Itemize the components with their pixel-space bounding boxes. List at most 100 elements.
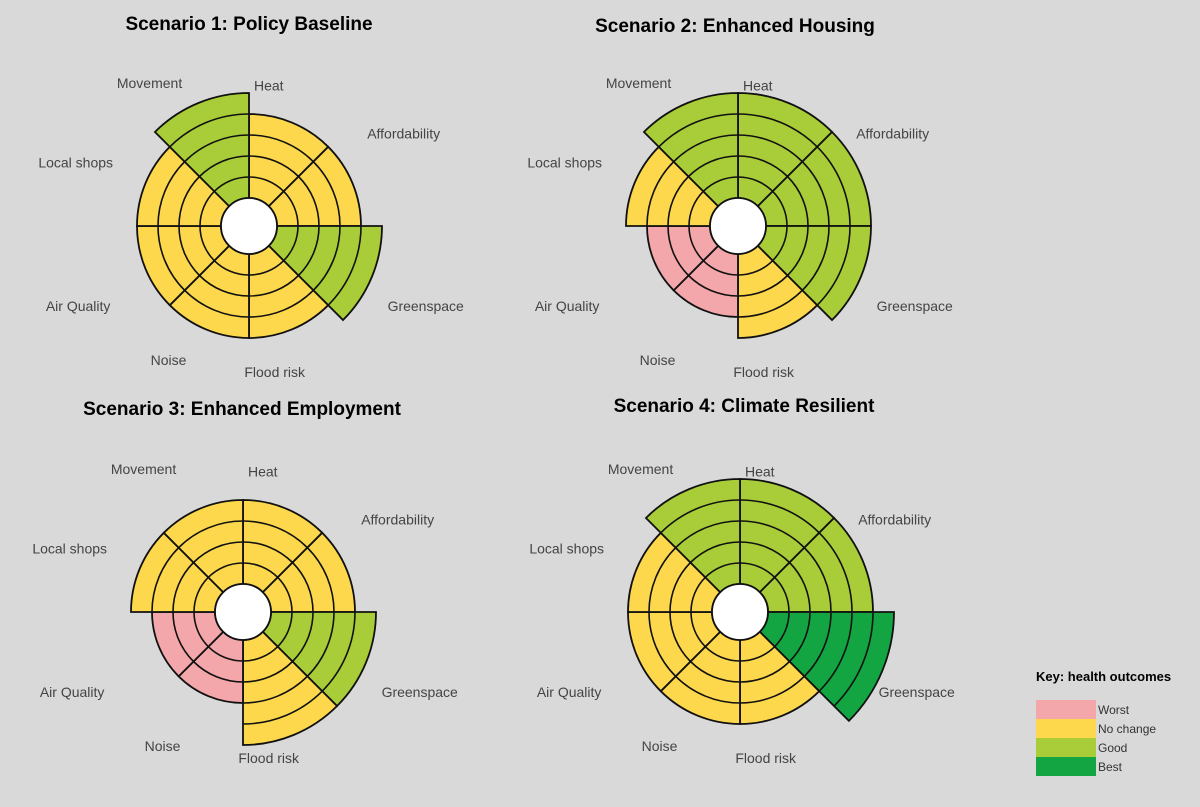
ring-line xyxy=(242,660,294,683)
scenario-panel-1: Scenario 1: Policy Baseline Heat Affordabi… xyxy=(38,14,464,380)
spoke-label-local-shops: Local shops xyxy=(38,155,113,171)
ring-line xyxy=(702,260,739,276)
ring-line xyxy=(312,161,341,227)
spoke-label-heat: Heat xyxy=(743,77,773,93)
ring-line xyxy=(199,190,215,227)
ring-line xyxy=(151,547,180,613)
spoke-label-affordability: Affordability xyxy=(856,126,929,142)
ring-line xyxy=(184,289,250,318)
ring-line xyxy=(321,611,356,692)
legend-swatch-good xyxy=(1036,738,1096,757)
ring-line xyxy=(242,541,294,564)
ring-line xyxy=(788,611,811,663)
ring-line xyxy=(193,611,209,648)
ring-line xyxy=(242,562,279,578)
spoke-label-noise: Noise xyxy=(640,352,676,368)
ring-line xyxy=(277,611,293,648)
spoke-label-greenspace: Greenspace xyxy=(388,298,464,314)
ring-line xyxy=(818,532,853,613)
ring-line xyxy=(248,260,285,276)
spoke-label-local-shops: Local shops xyxy=(529,541,604,557)
ring-line xyxy=(690,576,706,613)
ring-line xyxy=(739,520,805,549)
scenario-panel-4: Scenario 4: Climate Resilient Heat Afforda… xyxy=(529,396,955,766)
panel-title: Scenario 2: Enhanced Housing xyxy=(595,16,875,37)
ring-line xyxy=(803,547,832,613)
ring-line xyxy=(818,611,853,692)
spoke-label-greenspace: Greenspace xyxy=(879,684,955,700)
spoke-label-air-quality: Air Quality xyxy=(537,684,602,700)
ring-line xyxy=(178,225,201,277)
ring-line xyxy=(667,225,690,277)
spoke-label-heat: Heat xyxy=(248,463,278,479)
ring-line xyxy=(327,225,362,306)
ring-line xyxy=(198,155,250,178)
ring-line xyxy=(242,690,323,725)
ring-line xyxy=(283,190,299,227)
ring-line xyxy=(312,225,341,291)
legend-swatch-no-change xyxy=(1036,719,1096,738)
spoke-label-flood-risk: Flood risk xyxy=(733,364,795,380)
legend-label: Worst xyxy=(1098,703,1130,717)
center-hole xyxy=(709,197,767,255)
ring-line xyxy=(737,289,803,318)
ring-line xyxy=(737,274,789,297)
ring-line xyxy=(816,146,851,227)
ring-line xyxy=(803,611,832,677)
ring-line xyxy=(739,499,820,534)
spoke-label-affordability: Affordability xyxy=(367,126,440,142)
ring-line xyxy=(248,274,300,297)
ring-line xyxy=(646,161,675,227)
ring-line xyxy=(739,541,791,564)
ring-line xyxy=(297,175,320,227)
ring-line xyxy=(675,520,741,549)
ring-line xyxy=(157,225,186,291)
spoke-label-movement: Movement xyxy=(606,75,671,91)
ring-line xyxy=(277,576,293,613)
ring-line xyxy=(688,190,704,227)
ring-line xyxy=(248,176,285,192)
ring-line xyxy=(737,134,803,163)
ring-line xyxy=(248,289,314,318)
scenario-panel-2: Scenario 2: Enhanced Housing Heat Affordab… xyxy=(527,16,953,380)
spoke-label-flood-risk: Flood risk xyxy=(735,750,797,766)
spoke-label-noise: Noise xyxy=(151,352,187,368)
panel-title: Scenario 4: Climate Resilient xyxy=(614,396,875,417)
legend-swatch-best xyxy=(1036,757,1096,776)
spoke-label-heat: Heat xyxy=(745,463,775,479)
legend-title: Key: health outcomes xyxy=(1036,669,1171,684)
legend-swatch-worst xyxy=(1036,700,1096,719)
ring-line xyxy=(786,225,809,277)
spoke-label-noise: Noise xyxy=(145,738,181,754)
ring-line xyxy=(648,547,677,613)
ring-line xyxy=(739,562,776,578)
ring-line xyxy=(669,611,692,663)
legend-label: Good xyxy=(1098,741,1127,755)
ring-line xyxy=(207,562,244,578)
ring-line xyxy=(687,155,739,178)
scenario-panel-3: Scenario 3: Enhanced Employment Heat Affor… xyxy=(32,399,458,766)
ring-line xyxy=(648,611,677,677)
ring-line xyxy=(704,562,741,578)
ring-line xyxy=(291,611,314,663)
center-hole xyxy=(214,583,272,641)
center-hole xyxy=(220,197,278,255)
ring-line xyxy=(690,611,706,648)
ring-line xyxy=(207,646,244,662)
ring-line xyxy=(660,499,741,534)
ring-line xyxy=(704,646,741,662)
panel-title: Scenario 1: Policy Baseline xyxy=(125,14,372,35)
spoke-label-flood-risk: Flood risk xyxy=(244,364,306,380)
ring-line xyxy=(801,161,830,227)
ring-line xyxy=(786,175,809,227)
ring-line xyxy=(673,134,739,163)
ring-line xyxy=(689,541,741,564)
spoke-label-heat: Heat xyxy=(254,77,284,93)
ring-line xyxy=(178,175,201,227)
ring-line xyxy=(248,155,300,178)
ring-line xyxy=(687,274,739,297)
ring-line xyxy=(702,176,739,192)
ring-line xyxy=(688,225,704,262)
ring-line xyxy=(788,561,811,613)
